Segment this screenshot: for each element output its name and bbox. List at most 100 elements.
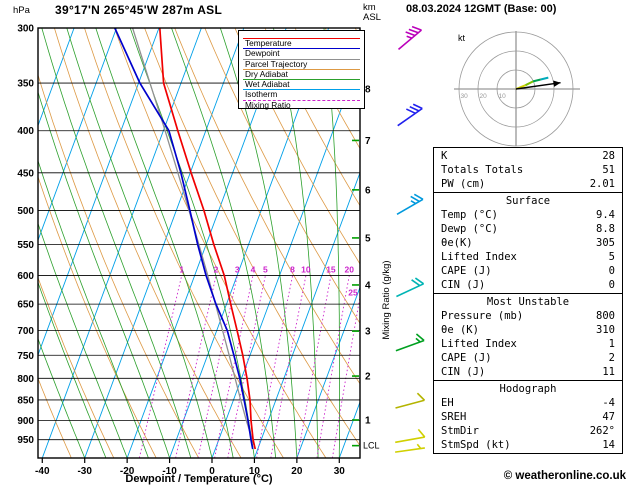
wind-barb [395, 333, 425, 352]
stats-label: Lifted Index [441, 338, 517, 350]
stats-value: 47 [602, 411, 615, 423]
svg-text:850: 850 [17, 395, 34, 406]
stats-row: Temp (°C) 9.4 [434, 208, 622, 222]
svg-text:4: 4 [365, 280, 371, 291]
legend-line-sample [243, 38, 360, 39]
temperature-tick-labels: -40 -30 -20 -10 0 10 20 30 [35, 458, 345, 477]
hodograph-trace-segment [540, 76, 549, 81]
stats-label: StmSpd (kt) [441, 439, 511, 451]
km-tick-labels: 8 7 6 5 4 3 2 1 LCL [352, 85, 380, 451]
svg-text:-40: -40 [35, 466, 50, 477]
stats-box-title: Hodograph [499, 383, 557, 395]
skewt-chart: 1 2 3 4 5 8 10 15 202530035040045050055060065070… [17, 24, 426, 485]
stats-label: CIN (J) [441, 366, 486, 378]
chart-frame [37, 27, 361, 459]
stats-row: CAPE (J) 0 [434, 264, 622, 278]
legend-item: Isotherm [242, 84, 361, 99]
svg-text:500: 500 [17, 206, 34, 217]
hodograph-trace-segment [532, 78, 541, 83]
svg-text:750: 750 [17, 351, 34, 362]
svg-text:-10: -10 [162, 466, 177, 477]
stats-label: CAPE (J) [441, 265, 492, 277]
hodograph-ring-label: 10 [499, 93, 507, 100]
legend-line-sample [243, 68, 360, 70]
svg-text:8: 8 [365, 85, 371, 96]
stats-value: 305 [596, 237, 615, 249]
svg-text:8: 8 [290, 265, 295, 275]
mixing-ratio-axis-title: Mixing Ratio (g/kg) [381, 260, 392, 339]
hodograph-trace-segment [525, 80, 534, 87]
wind-barb [396, 277, 425, 298]
station-title: 39°17'N 265°45'W 287m ASL [55, 3, 223, 17]
stats-value: 51 [602, 164, 615, 176]
legend-item-label: Temperature [245, 38, 292, 48]
stats-label: Temp (°C) [441, 209, 498, 221]
temperature-curve [158, 28, 257, 450]
svg-text:800: 800 [17, 374, 34, 385]
stats-value: -4 [602, 397, 615, 409]
stats-box: Surface Temp (°C) 9.4 Dewp (°C) 8.8 θe(K) 305 L… [433, 192, 623, 294]
stats-row: PW (cm) 2.01 [434, 177, 622, 191]
svg-text:2: 2 [214, 265, 219, 275]
stats-row: EH -4 [434, 396, 622, 410]
stats-value: 5 [608, 251, 615, 263]
wind-barb [395, 428, 426, 444]
stats-value: 2 [608, 352, 615, 364]
svg-text:20: 20 [345, 265, 355, 275]
svg-text:400: 400 [17, 126, 34, 137]
legend-item: Wet Adiabat [242, 74, 361, 89]
legend-item-label: Dewpoint [245, 48, 280, 59]
legend-line-sample [243, 99, 360, 101]
legend-item-label: Isotherm [245, 89, 278, 100]
stats-value: 11 [602, 366, 615, 378]
stats-panel: K 28 Totals Totals 51 PW (cm) 2.01 Surface Temp… [433, 147, 623, 454]
stats-box: Hodograph EH -4 SREH 47 StmDir 262° StmSpd (kt)… [433, 380, 623, 454]
legend-line-sample [243, 58, 360, 60]
wind-barb [396, 193, 424, 216]
stats-value: 2.01 [589, 178, 615, 190]
stats-row: StmSpd (kt) 14 [434, 438, 622, 452]
svg-text:900: 900 [17, 416, 34, 427]
legend-item: Parcel Trajectory [242, 54, 361, 69]
wind-barb [397, 103, 423, 127]
svg-text:1: 1 [365, 415, 371, 426]
hodograph-unit-label: kt [458, 33, 466, 43]
x-axis-title: Dewpoint / Temperature (°C) [125, 473, 273, 485]
legend-item-label: Wet Adiabat [245, 79, 290, 90]
stats-label: SREH [441, 411, 467, 423]
legend-item-label: Mixing Ratio [245, 99, 291, 110]
wind-barb [397, 25, 423, 50]
stats-row: Lifted Index 1 [434, 337, 622, 351]
svg-text:650: 650 [17, 300, 34, 311]
legend-item: Dewpoint [242, 43, 361, 58]
svg-text:300: 300 [17, 24, 34, 35]
stats-value: 28 [602, 150, 615, 162]
svg-text:10: 10 [249, 466, 261, 477]
svg-text:2: 2 [365, 372, 371, 383]
legend-line-sample [243, 48, 360, 50]
storm-motion-arrowhead [553, 80, 561, 87]
stats-box: Most Unstable Pressure (mb) 800 θe (K) 310 Li… [433, 293, 623, 381]
stats-label: Pressure (mb) [441, 310, 524, 322]
stats-label: Dewp (°C) [441, 223, 498, 235]
legend-line-sample [243, 89, 360, 91]
stats-label: StmDir [441, 425, 479, 437]
stats-row: CIN (J) 11 [434, 365, 622, 379]
hodograph-ring-label: 20 [480, 93, 488, 100]
svg-text:5: 5 [263, 265, 268, 275]
svg-text:700: 700 [17, 326, 34, 337]
hodograph-ring [458, 31, 574, 147]
svg-text:-20: -20 [120, 466, 135, 477]
legend-line-sample [243, 79, 360, 81]
asl-label: ASL [363, 12, 381, 23]
hodograph-ring [477, 50, 555, 128]
stats-value: 8.8 [596, 223, 615, 235]
legend-item: Dry Adiabat [242, 64, 361, 79]
legend-item: Mixing Ratio [242, 95, 361, 110]
pressure-tick-labels: 300 350 400 450 500 550 600 650 700 750 800 850 900 9… [17, 24, 34, 447]
legend-item-label: Parcel Trajectory [245, 58, 308, 69]
stats-row: Lifted Index 5 [434, 250, 622, 264]
svg-text:25: 25 [348, 288, 358, 298]
stats-label: PW (cm) [441, 178, 486, 190]
